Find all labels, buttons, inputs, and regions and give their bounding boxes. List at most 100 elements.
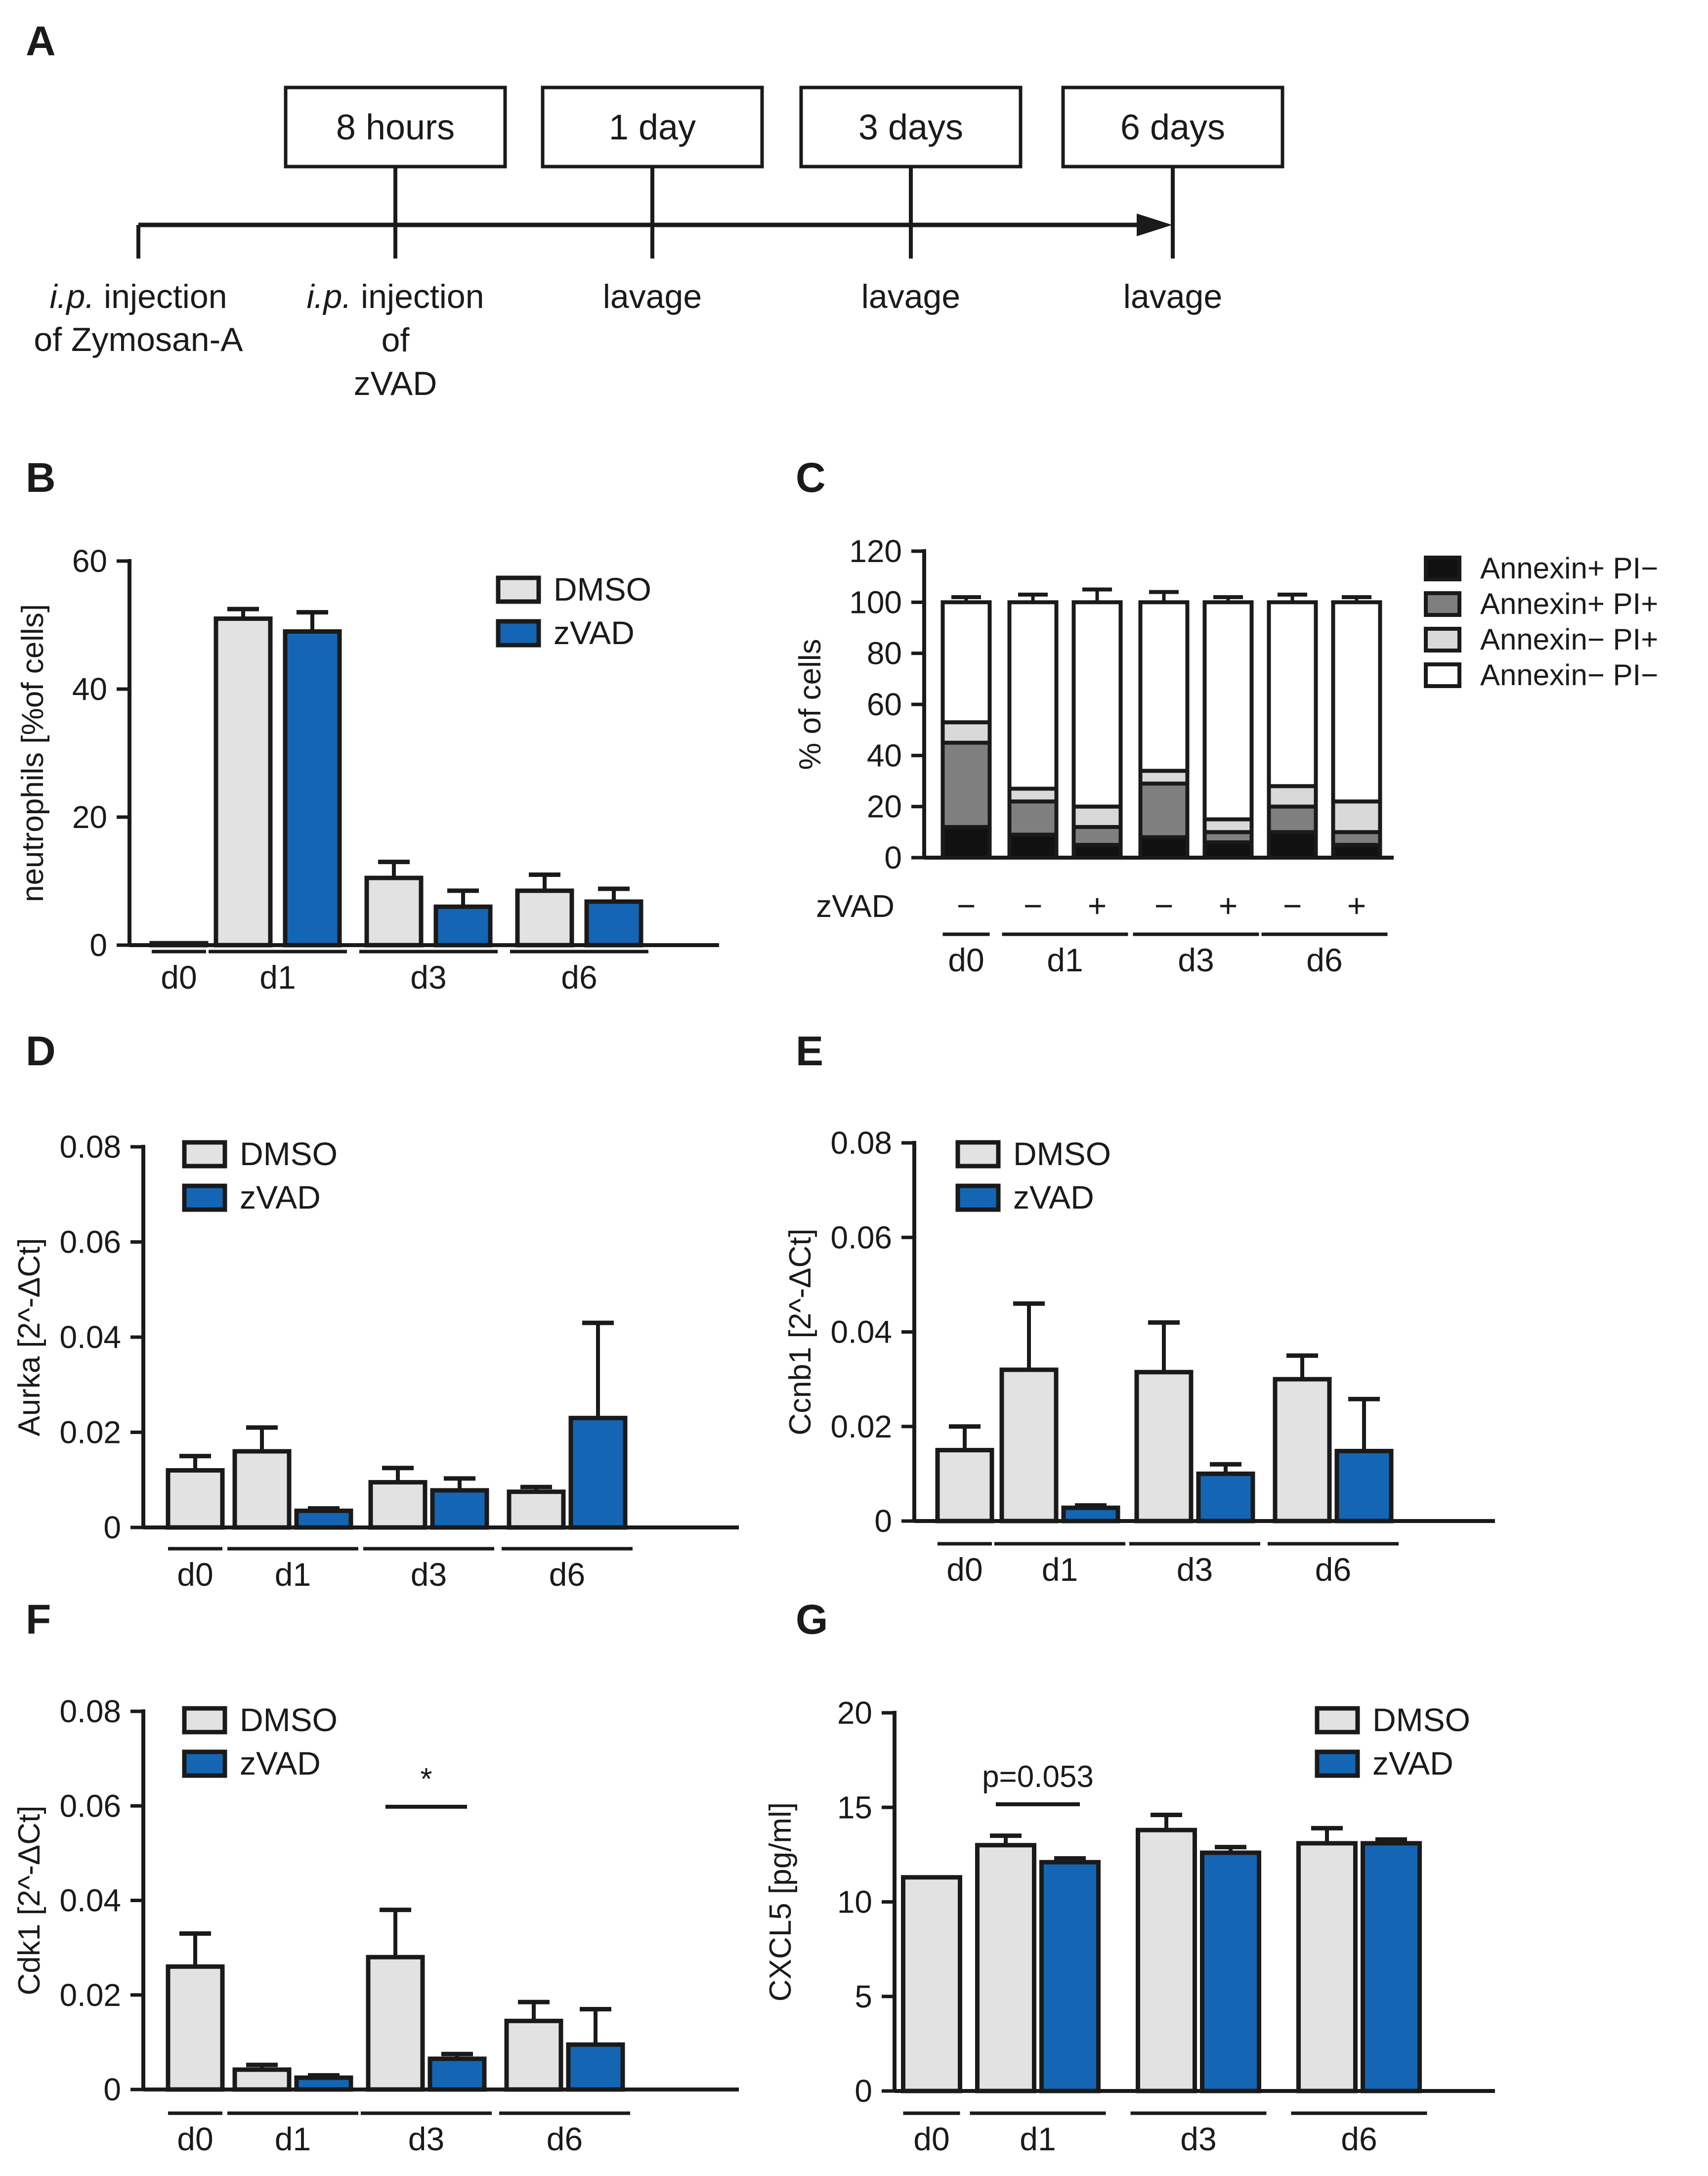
bar-dmso bbox=[901, 1875, 962, 2093]
bar-dmso bbox=[232, 2067, 292, 2092]
stacked-bar-segment bbox=[1267, 804, 1318, 834]
bar-dmso bbox=[1134, 1370, 1194, 1523]
bar-zvad bbox=[1361, 1841, 1422, 2093]
stacked-bar-segment bbox=[1007, 832, 1059, 860]
legend-label: zVAD bbox=[1013, 1179, 1094, 1216]
panel-letter: G bbox=[796, 1596, 828, 1643]
bar-dmso bbox=[232, 1449, 292, 1530]
bar-zvad bbox=[294, 2075, 353, 2092]
legend-swatch bbox=[496, 619, 541, 648]
y-tick-label: 20 bbox=[867, 789, 902, 825]
y-axis-label: Cdk1 [2^-ΔCt] bbox=[12, 1805, 46, 1995]
bar-dmso bbox=[1273, 1377, 1332, 1523]
group-label: d1 bbox=[1042, 1551, 1078, 1588]
italic-prefix: i.p. bbox=[49, 278, 94, 315]
legend-label: DMSO bbox=[240, 1701, 338, 1738]
group-label: d1 bbox=[275, 2121, 311, 2157]
bar-dmso bbox=[504, 2018, 563, 2092]
zvad-sign: − bbox=[1154, 887, 1174, 924]
start-label-line: of Zymosan-A bbox=[34, 321, 243, 358]
legend-swatch bbox=[955, 1140, 1001, 1169]
stacked-bar-segment bbox=[1007, 600, 1059, 791]
panel-e-chart: E 0 0.02 0.04 0.06 0.08 Ccnb1 [2^-ΔCt] d0 d1 d3 d6… bbox=[783, 1028, 1495, 1588]
stacked-bar-segment bbox=[940, 720, 992, 745]
legend-label: Annexin+ PI+ bbox=[1480, 587, 1658, 620]
group-label: d6 bbox=[1315, 1551, 1351, 1588]
legend-label: DMSO bbox=[1013, 1135, 1111, 1172]
significance-annotation: * bbox=[420, 1762, 432, 1796]
y-tick-label: 0.08 bbox=[830, 1125, 892, 1161]
y-tick-label: 60 bbox=[867, 687, 902, 722]
timepoint-caption: lavage bbox=[1123, 278, 1222, 315]
y-axis-label: Ccnb1 [2^-ΔCt] bbox=[783, 1228, 817, 1436]
group-label: d3 bbox=[1177, 1551, 1213, 1588]
y-tick-label: 5 bbox=[854, 1979, 872, 2014]
legend-label: DMSO bbox=[240, 1135, 338, 1172]
timepoint-caption: i.p. injection bbox=[306, 278, 484, 315]
panel-c-chart: C 0 20 40 60 80 100 120 % of cells d0 d1 d3 d6 zVAD − −… bbox=[793, 454, 1658, 978]
italic-prefix: i.p. bbox=[306, 278, 351, 315]
stacked-bar-segment bbox=[1267, 830, 1318, 860]
y-tick-label: 80 bbox=[867, 636, 902, 671]
bar-zvad bbox=[433, 904, 493, 948]
y-tick-label: 0.04 bbox=[59, 1883, 121, 1918]
stacked-bar-segment bbox=[1071, 600, 1123, 809]
stacked-bar-segment bbox=[1331, 600, 1382, 804]
bar-zvad bbox=[283, 629, 342, 948]
timepoint-box-label: 8 hours bbox=[336, 108, 455, 147]
group-label: d0 bbox=[913, 2121, 949, 2157]
stacked-bar-segment bbox=[940, 825, 992, 860]
timepoint-box-label: 6 days bbox=[1120, 108, 1225, 147]
legend-label: Annexin+ PI− bbox=[1480, 552, 1658, 585]
timepoint-box bbox=[1061, 86, 1284, 169]
timeline-arrowhead bbox=[1137, 214, 1172, 236]
legend-label: zVAD bbox=[554, 614, 635, 651]
timepoint-box-label: 1 day bbox=[609, 108, 696, 147]
bar-zvad bbox=[568, 1416, 628, 1530]
y-tick-label: 0 bbox=[103, 2072, 121, 2107]
y-axis-label: neutrophils [%of cells] bbox=[16, 604, 50, 902]
y-tick-label: 100 bbox=[849, 584, 902, 620]
bar-zvad bbox=[1061, 1505, 1120, 1523]
timepoint-box bbox=[541, 86, 764, 169]
panel-f-chart: F 0 0.02 0.04 0.06 0.08 Cdk1 [2^-ΔCt] d0 d1 d3 d6 D… bbox=[12, 1596, 739, 2157]
y-tick-label: 15 bbox=[837, 1789, 872, 1825]
group-label: d6 bbox=[549, 1556, 585, 1593]
y-tick-label: 0 bbox=[874, 1503, 892, 1539]
timepoint-caption: lavage bbox=[603, 278, 702, 315]
group-label: d1 bbox=[1020, 2121, 1056, 2157]
stacked-bar-segment bbox=[1138, 600, 1190, 773]
bar-dmso bbox=[935, 1448, 994, 1523]
panel-letter: D bbox=[26, 1028, 56, 1074]
bar-zvad bbox=[1334, 1448, 1394, 1523]
stacked-bar-segment bbox=[1007, 799, 1059, 837]
bar-dmso bbox=[1136, 1828, 1197, 2093]
y-tick-label: 0.02 bbox=[59, 1415, 121, 1450]
y-tick-label: 0.04 bbox=[830, 1314, 892, 1350]
label-rest: injection bbox=[94, 278, 227, 315]
group-label: d6 bbox=[1341, 2121, 1377, 2157]
group-label: d1 bbox=[259, 959, 296, 996]
stacked-bar-segment bbox=[1202, 840, 1254, 860]
y-tick-label: 0.02 bbox=[830, 1409, 892, 1444]
panel-d-chart: D 0 0.02 0.04 0.06 0.08 Aurka [2^-ΔCt] d0 d1 d3 d6… bbox=[12, 1028, 739, 1593]
group-label: d3 bbox=[1178, 942, 1214, 978]
stacked-bar-segment bbox=[1202, 817, 1254, 834]
y-axis-label: Aurka [2^-ΔCt] bbox=[12, 1238, 46, 1436]
legend-swatch bbox=[1424, 556, 1461, 581]
bar-zvad bbox=[1039, 1860, 1101, 2093]
zvad-sign: + bbox=[1347, 887, 1366, 924]
group-label: d0 bbox=[177, 2121, 213, 2157]
y-tick-label: 60 bbox=[72, 543, 107, 579]
timepoint-caption: lavage bbox=[861, 278, 960, 315]
y-tick-label: 0 bbox=[884, 840, 902, 875]
stacked-bar-segment bbox=[940, 600, 992, 725]
y-tick-label: 0.08 bbox=[59, 1694, 121, 1729]
legend-swatch bbox=[1424, 627, 1461, 653]
y-tick-label: 0 bbox=[89, 927, 107, 963]
bar-dmso bbox=[166, 1964, 225, 2092]
bar-dmso bbox=[1296, 1841, 1358, 2093]
panel-b-chart: B 0 20 40 60 neutrophils [%of cells] d0 d1 d3 d6 D… bbox=[16, 454, 719, 996]
y-tick-label: 0.02 bbox=[59, 1977, 121, 2013]
